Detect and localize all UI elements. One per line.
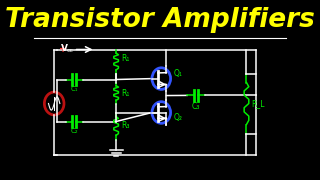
Text: Q₂: Q₂ (174, 113, 183, 122)
Text: cc: cc (67, 48, 74, 53)
Text: +: + (59, 44, 67, 54)
Text: R₃: R₃ (121, 122, 129, 130)
Text: V: V (61, 44, 68, 53)
Text: Transistor Amplifiers: Transistor Amplifiers (5, 6, 315, 33)
Text: C₂: C₂ (70, 128, 78, 134)
Text: R₁: R₁ (121, 54, 129, 63)
Text: R₁: R₁ (121, 89, 129, 98)
Text: R_L: R_L (252, 99, 265, 108)
Text: Q₁: Q₁ (174, 69, 182, 78)
Text: C₃: C₃ (192, 102, 200, 111)
Text: C₁: C₁ (70, 86, 78, 92)
